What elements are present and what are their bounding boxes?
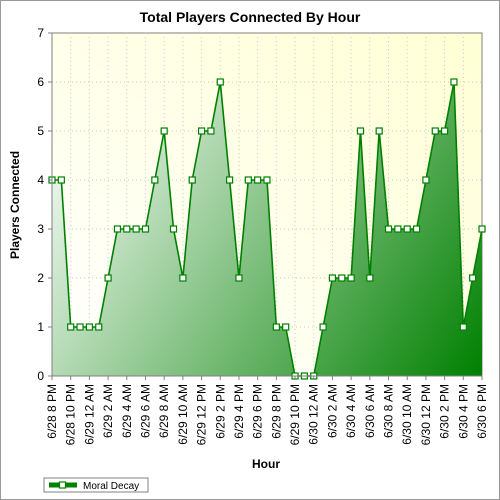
x-tick-label: 6/29 8 PM bbox=[269, 384, 283, 439]
x-axis: 6/28 8 PM 6/28 10 PM 6/29 12 AM 6/29 2 AM 6/… bbox=[45, 375, 489, 445]
data-point bbox=[356, 127, 365, 135]
data-point bbox=[366, 274, 374, 282]
x-tick-label: 6/29 2 PM bbox=[213, 384, 227, 439]
x-tick-label: 6/29 6 AM bbox=[138, 384, 152, 438]
data-point bbox=[151, 176, 159, 184]
x-tick-label: 6/28 8 PM bbox=[45, 384, 59, 439]
data-point bbox=[179, 274, 187, 282]
data-point bbox=[431, 127, 439, 135]
data-point bbox=[328, 274, 337, 282]
x-tick-label: 6/29 10 PM bbox=[288, 384, 302, 445]
data-point bbox=[113, 225, 122, 233]
x-tick-label: 6/30 8 AM bbox=[382, 384, 396, 438]
y-tick-label: 2 bbox=[37, 271, 44, 285]
x-tick-label: 6/29 10 AM bbox=[176, 384, 190, 445]
y-tick-label: 3 bbox=[37, 222, 44, 236]
data-point bbox=[235, 274, 243, 282]
x-tick-label: 6/29 4 PM bbox=[232, 384, 246, 439]
y-axis: 0 1 2 3 4 5 6 7 bbox=[37, 26, 53, 383]
data-point bbox=[169, 225, 178, 233]
y-tick-label: 4 bbox=[37, 173, 44, 187]
data-point bbox=[412, 225, 421, 233]
x-tick-label: 6/29 2 AM bbox=[101, 384, 115, 438]
data-point bbox=[450, 78, 458, 86]
data-point bbox=[216, 78, 224, 86]
x-tick-label: 6/29 8 AM bbox=[157, 384, 171, 438]
legend: Moral Decay bbox=[43, 477, 149, 493]
x-tick-label: 6/29 12 AM bbox=[82, 384, 96, 445]
data-point bbox=[207, 127, 215, 135]
data-point bbox=[347, 274, 355, 282]
data-point bbox=[319, 323, 327, 331]
legend-marker bbox=[58, 481, 67, 489]
data-point bbox=[76, 323, 84, 331]
data-point bbox=[384, 225, 393, 233]
data-point bbox=[85, 323, 93, 331]
x-tick-label: 6/29 6 PM bbox=[251, 384, 265, 439]
data-point bbox=[123, 225, 131, 233]
x-tick-label: 6/30 4 PM bbox=[456, 384, 470, 439]
data-point bbox=[338, 274, 346, 282]
legend-box bbox=[43, 477, 149, 493]
data-point bbox=[263, 176, 271, 184]
y-axis-title: Players Connected bbox=[8, 151, 22, 259]
data-point bbox=[282, 323, 290, 331]
data-point bbox=[67, 323, 75, 331]
data-point bbox=[132, 225, 140, 233]
data-point bbox=[160, 127, 168, 135]
area-layer bbox=[48, 78, 486, 380]
data-point bbox=[272, 323, 280, 331]
x-tick-label: 6/30 4 AM bbox=[344, 384, 358, 438]
x-tick-label: 6/30 12 AM bbox=[307, 384, 321, 445]
data-point bbox=[403, 225, 411, 233]
data-point bbox=[254, 176, 262, 184]
data-point bbox=[422, 176, 430, 184]
data-point bbox=[57, 176, 65, 184]
data-point bbox=[95, 323, 103, 331]
data-point bbox=[478, 225, 486, 233]
legend-label: Moral Decay bbox=[83, 481, 139, 492]
x-tick-label: 6/30 2 PM bbox=[438, 384, 452, 439]
data-point bbox=[244, 176, 252, 184]
y-tick-label: 0 bbox=[37, 369, 44, 383]
x-tick-label: 6/30 12 PM bbox=[419, 384, 433, 445]
x-tick-label: 6/30 2 AM bbox=[325, 384, 339, 438]
x-axis-title: Hour bbox=[252, 457, 280, 471]
data-point bbox=[226, 176, 234, 184]
x-tick-label: 6/29 12 PM bbox=[195, 384, 209, 445]
data-point bbox=[104, 274, 112, 282]
x-tick-label: 6/29 4 AM bbox=[120, 384, 134, 438]
y-tick-label: 1 bbox=[37, 320, 44, 334]
data-point bbox=[459, 323, 467, 331]
y-tick-label: 7 bbox=[37, 26, 44, 40]
x-tick-label: 6/28 10 PM bbox=[64, 384, 78, 445]
x-tick-label: 6/30 10 AM bbox=[400, 384, 414, 445]
data-point bbox=[375, 127, 383, 135]
y-tick-label: 6 bbox=[37, 75, 44, 89]
x-tick-label: 6/30 6 PM bbox=[475, 384, 489, 439]
x-tick-label: 6/30 6 AM bbox=[363, 384, 377, 438]
data-point bbox=[141, 225, 150, 233]
data-point bbox=[469, 274, 477, 282]
y-tick-label: 5 bbox=[37, 124, 44, 138]
data-point bbox=[441, 127, 449, 135]
data-point bbox=[394, 225, 402, 233]
data-point bbox=[197, 127, 206, 135]
chart-title: Total Players Connected By Hour bbox=[140, 9, 361, 25]
data-point bbox=[188, 176, 196, 184]
